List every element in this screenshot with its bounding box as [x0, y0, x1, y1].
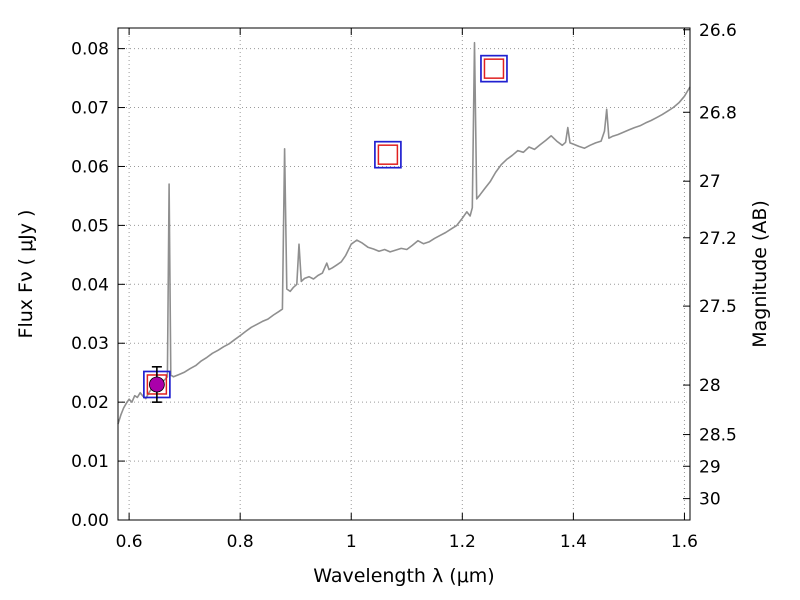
y-tick-label-right: 26.8 [699, 103, 737, 123]
x-tick-label: 1.2 [449, 532, 476, 552]
y-tick-label-left: 0.06 [71, 157, 109, 177]
y-tick-label-left: 0.07 [71, 99, 109, 119]
y-tick-label-left: 0.04 [71, 275, 109, 295]
x-axis-label: Wavelength λ (μm) [313, 565, 494, 587]
y-tick-label-left: 0.00 [71, 511, 109, 531]
y-tick-label-right: 30 [699, 490, 721, 510]
y-tick-label-left: 0.08 [71, 40, 109, 60]
photometry-square-inner [377, 144, 399, 165]
tick-labels: 0.6 0.8 1 1.2 1.4 1.6 0.00 0.01 0.02 0.03 0.04 0.05… [71, 21, 737, 552]
axes [117, 27, 691, 521]
photometry-point [148, 376, 165, 393]
y-tick-label-right: 28.5 [699, 426, 737, 446]
y-tick-label-left: 0.03 [71, 334, 109, 354]
y-tick-label-left: 0.05 [71, 216, 109, 236]
y-axis-label-left: Flux Fν ( μJy ) [15, 210, 37, 339]
y-tick-label-right: 27 [699, 172, 721, 192]
y-tick-label-left: 0.02 [71, 393, 109, 413]
y-tick-label-right: 26.6 [699, 21, 737, 41]
photometry-square-outer [374, 140, 402, 169]
x-tick-label: 0.6 [116, 532, 143, 552]
x-tick-label: 1.4 [560, 532, 587, 552]
y-tick-label-left: 0.01 [71, 452, 109, 472]
y-tick-label-right: 27.2 [699, 229, 737, 249]
plot-frame [117, 27, 691, 521]
x-tick-label: 0.8 [227, 532, 254, 552]
grid-lines [118, 28, 690, 520]
data-series [117, 41, 691, 425]
x-tick-label: 1.6 [671, 532, 698, 552]
y-tick-label-right: 28 [699, 376, 721, 396]
x-tick-label: 1 [346, 532, 357, 552]
y-tick-label-right: 27.5 [699, 297, 737, 317]
photometry-square-outer [480, 54, 508, 83]
y-tick-label-right: 29 [699, 457, 721, 477]
spectrum-line [117, 41, 691, 425]
photometry-square-inner [483, 58, 505, 79]
y-axis-label-right: Magnitude (AB) [749, 200, 771, 348]
